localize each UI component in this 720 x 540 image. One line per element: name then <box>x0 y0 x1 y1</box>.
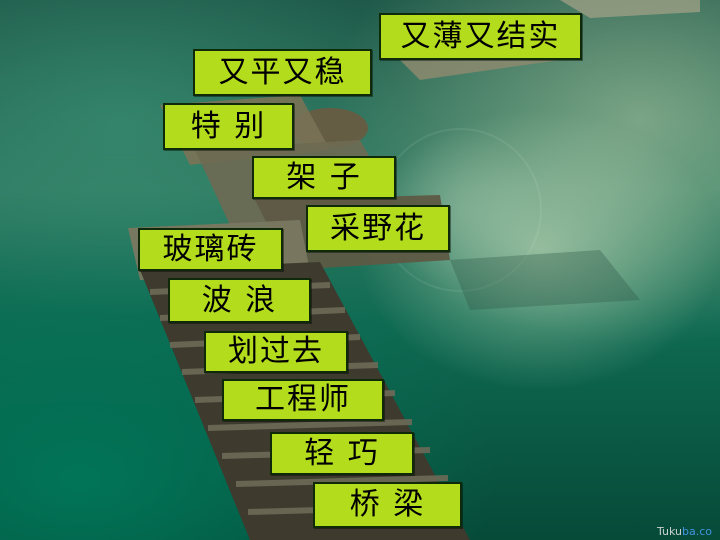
word-card-bo-li-zhuan[interactable]: 玻璃砖 <box>138 228 283 271</box>
word-card-hua-guo-qu[interactable]: 划过去 <box>204 331 348 373</box>
corner-watermark: Tukuba.co <box>657 525 712 538</box>
word-card-jia-zi[interactable]: 架 子 <box>252 156 396 199</box>
word-card-gong-cheng-shi[interactable]: 工程师 <box>222 379 384 421</box>
word-card-you-bao-you-jie-shi[interactable]: 又薄又结实 <box>379 13 582 60</box>
watermark-accent: ba.co <box>682 525 712 538</box>
word-card-te-bie[interactable]: 特 别 <box>163 103 294 150</box>
word-card-qing-qiao[interactable]: 轻 巧 <box>270 432 414 475</box>
word-card-qiao-liang[interactable]: 桥 梁 <box>313 482 462 528</box>
word-card-bo-lang[interactable]: 波 浪 <box>168 278 311 323</box>
watermark-prefix: Tuku <box>656 525 682 538</box>
word-card-cai-ye-hua[interactable]: 采野花 <box>306 205 450 252</box>
word-card-you-ping-you-wen[interactable]: 又平又稳 <box>193 49 372 96</box>
